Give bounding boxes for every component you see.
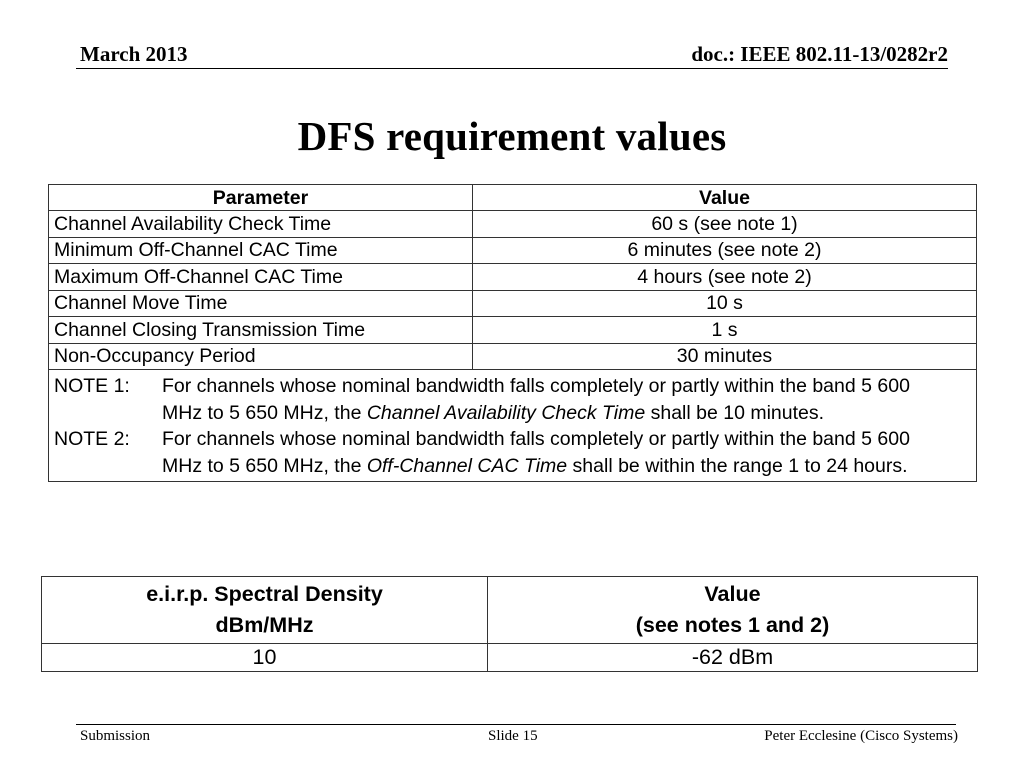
value-cell: 60 s (see note 1) [472, 210, 977, 238]
column-header-value: Value [472, 184, 977, 211]
header-date: March 2013 [80, 42, 188, 66]
notes-row: NOTE 1: For channels whose nominal bandw… [48, 369, 977, 482]
parameter-cell: Channel Move Time [48, 289, 473, 317]
header-line: Value [704, 582, 761, 606]
header-line: dBm/MHz [215, 613, 314, 637]
note-text: For channels whose nominal bandwidth fal… [162, 373, 976, 426]
note-text-before: For channels whose nominal bandwidth fal… [162, 375, 910, 424]
note-text-before: For channels whose nominal bandwidth fal… [162, 428, 910, 477]
footer-author: Peter Ecclesine (Cisco Systems) [764, 728, 958, 744]
table-header-row: e.i.r.p. Spectral Density dBm/MHz Value … [41, 576, 978, 644]
notes-cell: NOTE 1: For channels whose nominal bandw… [48, 369, 977, 482]
table-row: Non-Occupancy Period 30 minutes [48, 342, 977, 370]
parameter-cell: Minimum Off-Channel CAC Time [48, 236, 473, 264]
footer-submission: Submission [80, 728, 151, 744]
header-line: (see notes 1 and 2) [635, 613, 830, 637]
value-cell: 4 hours (see note 2) [472, 263, 977, 291]
value-cell: -62 dBm [487, 643, 978, 672]
parameter-cell: Channel Availability Check Time [48, 210, 473, 238]
parameter-cell: Channel Closing Transmission Time [48, 316, 473, 344]
footer-divider [76, 724, 956, 725]
note-label: NOTE 1: [54, 375, 130, 397]
header-divider [76, 68, 948, 69]
header-doc-id: doc.: IEEE 802.11-13/0282r2 [691, 42, 948, 66]
table-row: 10 -62 dBm [41, 643, 978, 672]
column-header-spectral-density: e.i.r.p. Spectral Density dBm/MHz [41, 576, 488, 644]
parameter-cell: Maximum Off-Channel CAC Time [48, 263, 473, 291]
note-text: For channels whose nominal bandwidth fal… [162, 426, 976, 479]
table-row: Channel Availability Check Time 60 s (se… [48, 210, 977, 238]
column-header-parameter: Parameter [48, 184, 473, 211]
value-cell: 10 s [472, 289, 977, 317]
note-text-after: shall be 10 minutes. [645, 401, 825, 424]
value-cell: 30 minutes [472, 342, 977, 370]
eirp-threshold-table: e.i.r.p. Spectral Density dBm/MHz Value … [41, 576, 978, 672]
parameter-cell: Non-Occupancy Period [48, 342, 473, 370]
table-row: Minimum Off-Channel CAC Time 6 minutes (… [48, 236, 977, 264]
table-row: Maximum Off-Channel CAC Time 4 hours (se… [48, 263, 977, 291]
dfs-parameters-table: Parameter Value Channel Availability Che… [48, 184, 977, 482]
page-title: DFS requirement values [297, 113, 727, 159]
note-text-after: shall be within the range 1 to 24 hours. [567, 454, 908, 477]
table-header-row: Parameter Value [48, 184, 977, 211]
column-header-value: Value (see notes 1 and 2) [487, 576, 978, 644]
footer-slide-number: Slide 15 [488, 728, 538, 744]
note-label: NOTE 2: [54, 428, 130, 450]
header-line: e.i.r.p. Spectral Density [146, 582, 383, 606]
value-cell: 1 s [472, 316, 977, 344]
value-cell: 6 minutes (see note 2) [472, 236, 977, 264]
note-2: NOTE 2: For channels whose nominal bandw… [54, 426, 976, 479]
table-row: Channel Closing Transmission Time 1 s [48, 316, 977, 344]
table-row: Channel Move Time 10 s [48, 289, 977, 317]
note-emphasis: Off-Channel CAC Time [366, 454, 568, 477]
spectral-density-cell: 10 [41, 643, 488, 672]
note-1: NOTE 1: For channels whose nominal bandw… [54, 373, 976, 426]
note-emphasis: Channel Availability Check Time [366, 401, 646, 424]
